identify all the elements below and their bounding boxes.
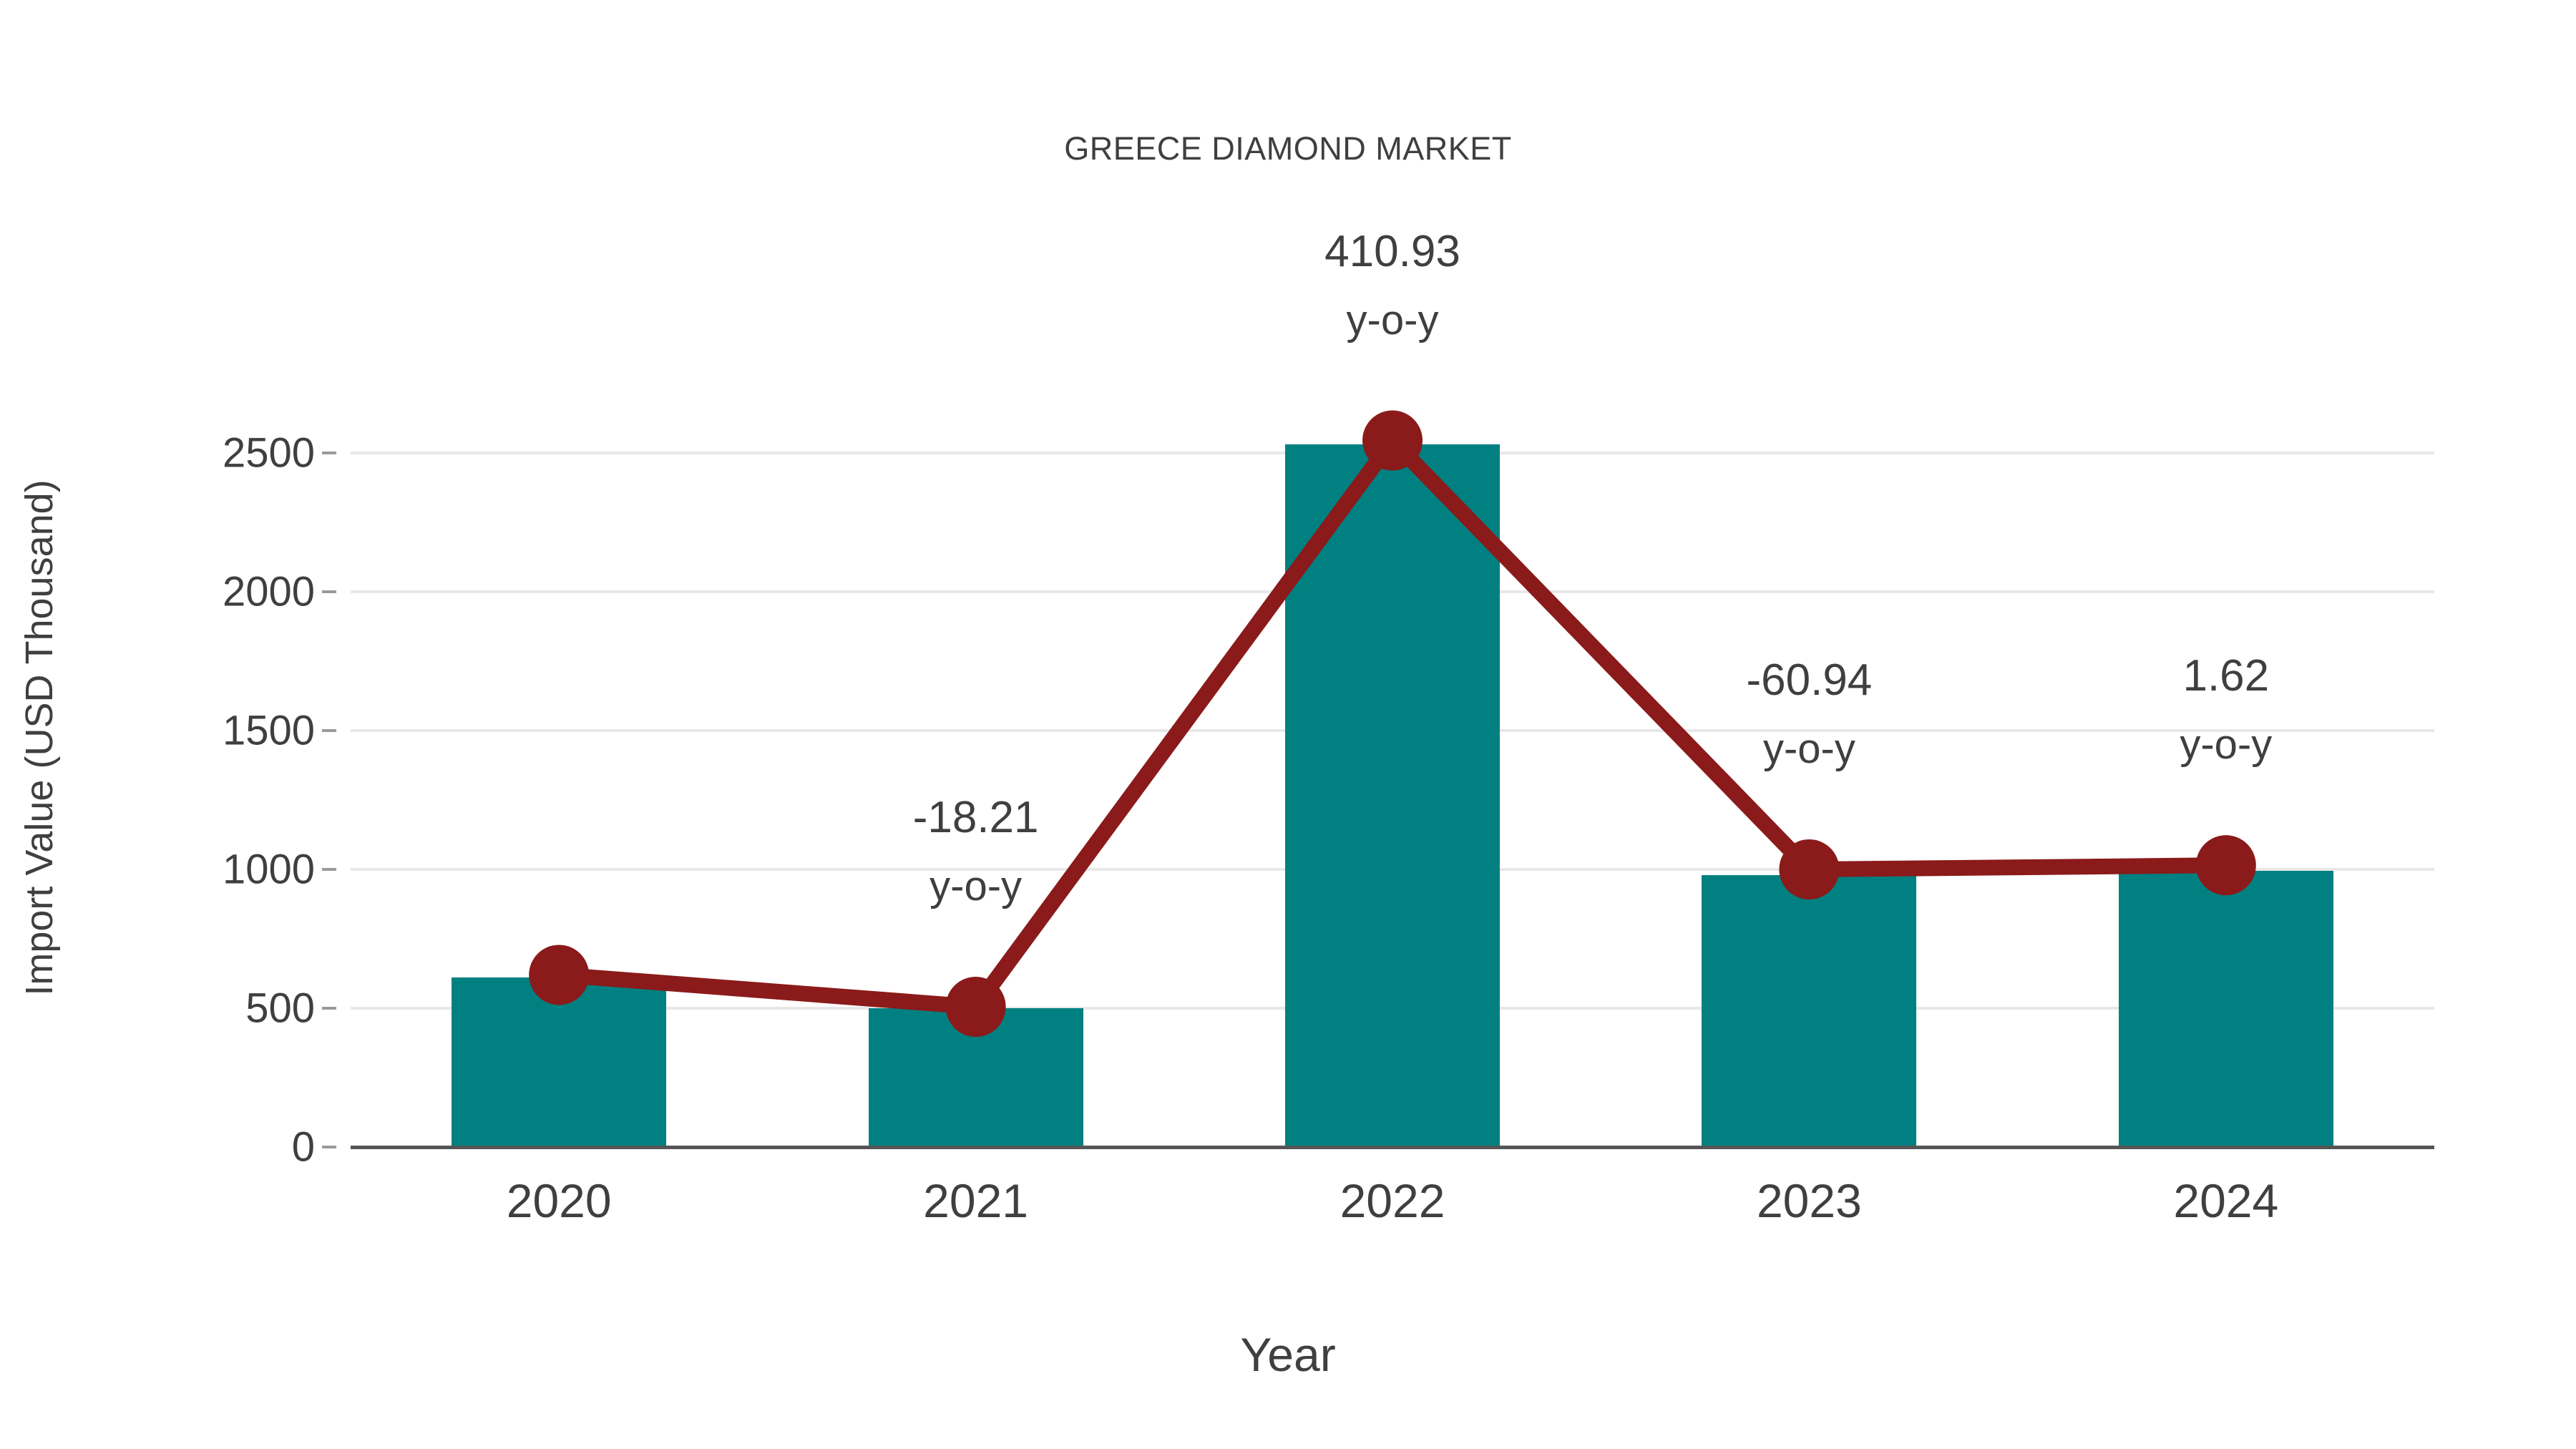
x-axis-tick-label-2023: 2023 [1756,1174,1862,1227]
x-axis-title: Year [1240,1328,1336,1381]
trend-line [551,432,2234,1015]
line-marker-2020[interactable] [529,945,590,1005]
y-axis-tick-mark [322,452,336,454]
x-axis-tick-label-2024: 2024 [2173,1174,2279,1227]
line-series [529,410,2256,1038]
bar-2023[interactable] [1702,874,1917,1146]
line-marker-2022[interactable] [1362,410,1423,471]
annotation-2023: -60.94 y-o-y [1746,658,1872,770]
y-axis-tick-mark [322,729,336,732]
x-axis-tick-label-2022: 2022 [1340,1174,1445,1227]
annotation-value: -60.94 [1746,655,1873,705]
annotation-value: -18.21 [912,793,1039,843]
bar-series [351,272,2434,1147]
plot-area [351,272,2434,1149]
y-axis-title: Import Value (USD Thousand) [18,479,61,996]
y-axis-tick-label: 500 [245,985,315,1032]
bar-2022[interactable] [1285,444,1500,1146]
y-axis-tick-mark [322,868,336,871]
annotation-value: 1.62 [2182,651,2270,701]
annotation-unit: y-o-y [930,863,1023,910]
y-axis-tick-mark [322,1007,336,1010]
y-axis-tick-mark [322,590,336,593]
y-axis-tick-label: 2000 [222,568,315,615]
bar-2020[interactable] [452,977,667,1146]
line-marker-2023[interactable] [1779,839,1840,899]
x-axis-line [351,1146,2434,1149]
y-axis-tick-label: 1000 [222,846,315,893]
y-axis-tick-label: 1500 [222,707,315,754]
annotation-2021: -18.21 y-o-y [913,796,1039,907]
annotation-unit: y-o-y [1762,726,1855,772]
annotation-2024: 1.62 y-o-y [2180,654,2272,766]
y-axis-tick-label: 0 [291,1123,315,1171]
y-axis-tick-mark [322,1146,336,1148]
x-axis-tick-label-2020: 2020 [506,1174,612,1227]
line-marker-2024[interactable] [2195,835,2256,896]
annotation-value: 410.93 [1324,226,1460,276]
bar-2024[interactable] [2118,870,2333,1146]
annotation-2022: 410.93 y-o-y [1324,226,1460,343]
annotation-unit: y-o-y [1346,296,1439,343]
y-axis-tick-label: 2500 [222,429,315,477]
line-marker-2021[interactable] [945,977,1006,1038]
annotation-unit: y-o-y [2180,721,2273,769]
x-axis-tick-label-2021: 2021 [923,1174,1029,1227]
y-axis-tick-labels: 0 500 1000 1500 2000 2500 [0,0,336,1449]
chart-title: GREECE DIAMOND MARKET [1064,130,1512,167]
